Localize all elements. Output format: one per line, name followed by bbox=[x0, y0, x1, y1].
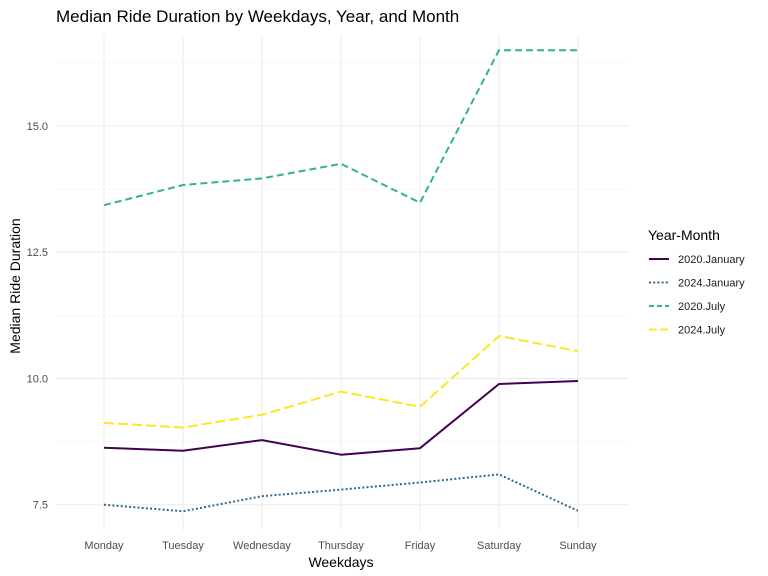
legend-label: 2024.July bbox=[678, 325, 726, 337]
x-tick-labels: Monday Tuesday Wednesday Thursday Friday Satu… bbox=[84, 540, 597, 552]
series-lines bbox=[103, 49, 579, 513]
legend-title: Year-Month bbox=[648, 227, 720, 243]
x-tick-label: Tuesday bbox=[162, 540, 204, 552]
y-tick-label: 7.5 bbox=[33, 500, 48, 512]
x-tick-label: Monday bbox=[84, 540, 124, 552]
x-tick-label: Thursday bbox=[318, 540, 364, 552]
grid bbox=[56, 35, 628, 530]
x-axis-title: Weekdays bbox=[308, 554, 373, 570]
y-tick-label: 10.0 bbox=[27, 373, 48, 385]
x-tick-label: Friday bbox=[405, 540, 436, 552]
chart-title: Median Ride Duration by Weekdays, Year, … bbox=[56, 7, 459, 26]
legend-label: 2024.January bbox=[678, 278, 745, 290]
series-line bbox=[103, 335, 579, 429]
y-axis-title: Median Ride Duration bbox=[7, 218, 23, 353]
x-tick-label: Sunday bbox=[559, 540, 597, 552]
legend-item: 2020.July bbox=[649, 301, 726, 313]
legend-label: 2020.July bbox=[678, 301, 726, 313]
y-tick-labels: 7.5 10.0 12.5 15.0 bbox=[27, 121, 48, 512]
legend-item: 2020.January bbox=[649, 254, 745, 266]
series-line bbox=[103, 380, 579, 456]
x-tick-label: Wednesday bbox=[233, 540, 291, 552]
legend-item: 2024.January bbox=[649, 278, 745, 290]
legend-item: 2024.July bbox=[649, 325, 726, 337]
legend: Year-Month 2020.January 2024.January 2020.… bbox=[648, 227, 745, 337]
x-tick-label: Saturday bbox=[477, 540, 522, 552]
y-tick-label: 12.5 bbox=[27, 247, 48, 259]
legend-label: 2020.January bbox=[678, 254, 745, 266]
y-tick-label: 15.0 bbox=[27, 121, 48, 133]
series-line bbox=[103, 49, 578, 207]
